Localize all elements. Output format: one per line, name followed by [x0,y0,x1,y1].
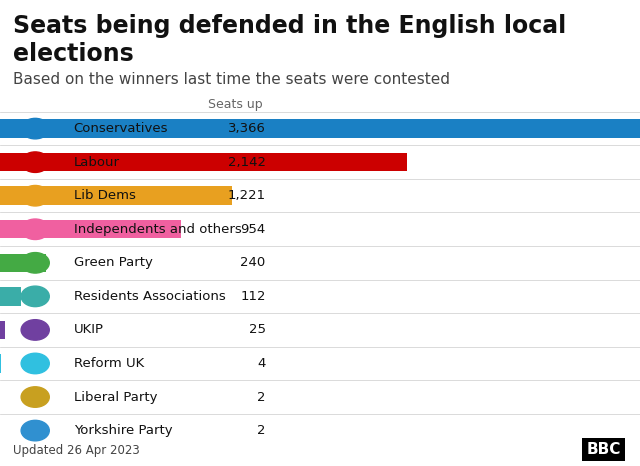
Text: Residents Associations: Residents Associations [74,290,225,303]
Text: Green Party: Green Party [74,256,152,269]
Bar [0,321,4,339]
Bar [0,186,232,205]
Bar [0,254,45,272]
Text: UKIP: UKIP [74,323,104,336]
Text: Liberal Party: Liberal Party [74,391,157,404]
Text: Independents and others: Independents and others [74,223,241,236]
Text: 2: 2 [257,424,266,437]
Text: 240: 240 [241,256,266,269]
Bar [0,220,181,239]
Text: Seats up: Seats up [208,98,262,111]
Text: Updated 26 Apr 2023: Updated 26 Apr 2023 [13,444,140,457]
Text: Based on the winners last time the seats were contested: Based on the winners last time the seats… [13,72,450,87]
Text: 1,221: 1,221 [227,189,266,202]
Text: Conservatives: Conservatives [74,122,168,135]
Text: 2,142: 2,142 [228,156,266,169]
Text: 4: 4 [257,357,266,370]
Text: Labour: Labour [74,156,120,169]
Text: 3,366: 3,366 [228,122,266,135]
Text: Seats being defended in the English local elections: Seats being defended in the English loca… [13,14,566,66]
Text: Lib Dems: Lib Dems [74,189,136,202]
Bar [0,153,407,171]
Text: Reform UK: Reform UK [74,357,144,370]
Bar [0,119,640,138]
Text: 954: 954 [241,223,266,236]
Text: Yorkshire Party: Yorkshire Party [74,424,172,437]
Text: 112: 112 [240,290,266,303]
Text: BBC: BBC [586,442,621,457]
Text: 2: 2 [257,391,266,404]
Bar [0,287,21,306]
Bar [0,354,1,373]
Text: 25: 25 [248,323,266,336]
